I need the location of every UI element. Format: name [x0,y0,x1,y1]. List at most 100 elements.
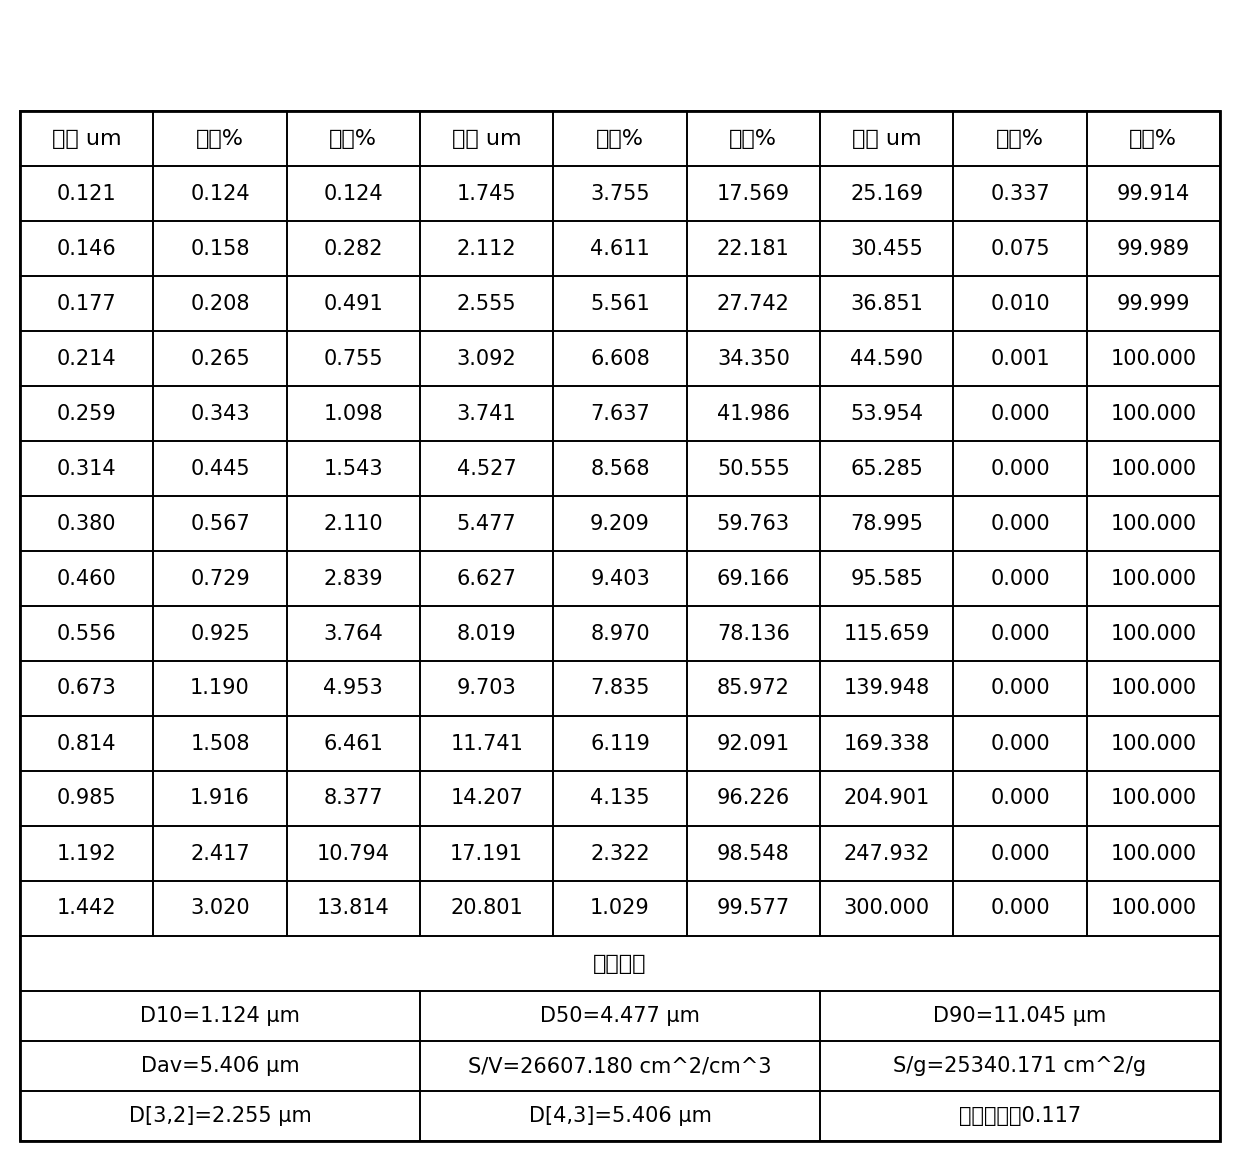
Bar [687,110,820,166]
Text: 0.121: 0.121 [57,183,117,204]
Text: 1.192: 1.192 [57,844,117,863]
Bar [553,276,687,331]
Bar [420,881,553,936]
Text: 0.000: 0.000 [991,404,1050,424]
Bar [954,716,1086,771]
Bar [1086,441,1220,496]
Text: 8.019: 8.019 [456,624,517,643]
Bar [1086,221,1220,276]
Bar [420,441,553,496]
Text: 0.925: 0.925 [190,624,250,643]
Text: 20.801: 20.801 [450,899,523,918]
Text: 0.075: 0.075 [991,238,1050,259]
Text: 0.000: 0.000 [991,844,1050,863]
Text: 17.191: 17.191 [450,844,523,863]
Text: 4.953: 4.953 [324,678,383,699]
Text: S/g=25340.171 cm^2/g: S/g=25340.171 cm^2/g [894,1055,1147,1076]
Text: 粒径 um: 粒径 um [52,129,122,148]
Text: 95.585: 95.585 [851,569,923,588]
Text: 30.455: 30.455 [851,238,923,259]
Text: 34.350: 34.350 [717,349,790,368]
Bar [820,166,954,221]
Bar [687,221,820,276]
Text: 69.166: 69.166 [717,569,790,588]
Text: 0.000: 0.000 [991,624,1050,643]
Bar [20,276,154,331]
Bar [154,331,286,386]
Bar [553,881,687,936]
Bar [820,276,954,331]
Bar [553,110,687,166]
Bar [1086,110,1220,166]
Bar [154,496,286,551]
Text: D[3,2]=2.255 μm: D[3,2]=2.255 μm [129,1106,311,1126]
Bar [286,110,420,166]
Bar [420,331,553,386]
Bar [286,551,420,605]
Bar [154,276,286,331]
Text: 17.569: 17.569 [717,183,790,204]
Text: 8.377: 8.377 [324,788,383,808]
Bar [20,936,1220,991]
Text: 11.741: 11.741 [450,733,523,754]
Bar [687,826,820,881]
Bar [687,331,820,386]
Bar [553,166,687,221]
Bar [820,496,954,551]
Text: 7.835: 7.835 [590,678,650,699]
Text: 65.285: 65.285 [851,458,923,479]
Text: 9.403: 9.403 [590,569,650,588]
Bar [820,386,954,441]
Bar [820,551,954,605]
Bar [420,276,553,331]
Text: 3.755: 3.755 [590,183,650,204]
Bar [286,881,420,936]
Text: 累积%: 累积% [330,129,377,148]
Text: 100.000: 100.000 [1110,569,1197,588]
Text: 0.282: 0.282 [324,238,383,259]
Bar [954,166,1086,221]
Bar [820,661,954,716]
Text: 50.555: 50.555 [717,458,790,479]
Bar [286,386,420,441]
Bar [687,605,820,661]
Bar [154,441,286,496]
Text: 0.000: 0.000 [991,513,1050,534]
Bar [20,166,154,221]
Bar [286,166,420,221]
Text: 4.527: 4.527 [456,458,517,479]
Bar [553,441,687,496]
Text: S/V=26607.180 cm^2/cm^3: S/V=26607.180 cm^2/cm^3 [469,1055,771,1076]
Text: 1.098: 1.098 [324,404,383,424]
Text: 3.741: 3.741 [456,404,517,424]
Bar [154,221,286,276]
Bar [820,991,1220,1041]
Text: 100.000: 100.000 [1110,513,1197,534]
Text: 85.972: 85.972 [717,678,790,699]
Bar [1086,166,1220,221]
Text: 0.000: 0.000 [991,899,1050,918]
Text: 累积%: 累积% [1130,129,1177,148]
Bar [820,1091,1220,1141]
Text: 频率%: 频率% [996,129,1044,148]
Text: 2.417: 2.417 [190,844,249,863]
Bar [20,605,154,661]
Bar [1086,496,1220,551]
Text: 频率%: 频率% [196,129,244,148]
Text: 0.380: 0.380 [57,513,117,534]
Bar [20,1091,420,1141]
Text: 100.000: 100.000 [1110,458,1197,479]
Text: 0.146: 0.146 [57,238,117,259]
Bar [553,331,687,386]
Bar [420,496,553,551]
Bar [954,276,1086,331]
Text: 78.136: 78.136 [717,624,790,643]
Bar [286,331,420,386]
Text: 0.567: 0.567 [190,513,250,534]
Text: 0.755: 0.755 [324,349,383,368]
Text: 3.092: 3.092 [456,349,517,368]
Bar [553,386,687,441]
Text: 100.000: 100.000 [1110,844,1197,863]
Bar [154,605,286,661]
Text: 204.901: 204.901 [843,788,930,808]
